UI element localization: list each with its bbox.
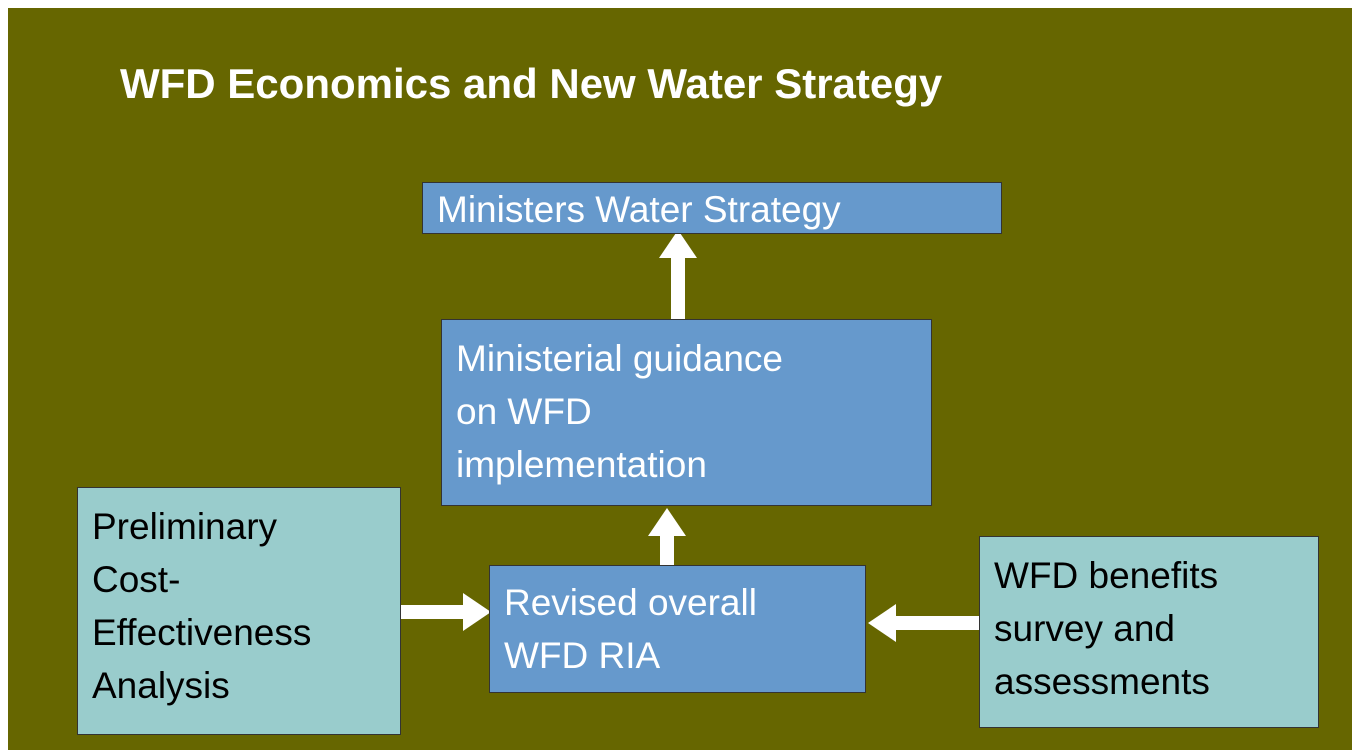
arrows bbox=[401, 230, 980, 642]
node: Ministers Water Strategy bbox=[422, 182, 1002, 234]
node-line: on WFD bbox=[456, 391, 592, 432]
node-line: assessments bbox=[994, 661, 1210, 702]
node-line: Analysis bbox=[92, 665, 230, 706]
node-line: WFD benefits bbox=[994, 555, 1219, 596]
node: Preliminary Cost- Effectiveness Analysis bbox=[77, 487, 401, 735]
node-line: WFD RIA bbox=[504, 635, 661, 676]
node-line: survey and bbox=[994, 608, 1175, 649]
node-line: Cost- bbox=[92, 559, 181, 600]
node: Revised overall WFD RIA bbox=[489, 565, 866, 693]
node-line: Preliminary bbox=[92, 506, 278, 547]
node-line: Effectiveness bbox=[92, 612, 312, 653]
arrow-shaft bbox=[401, 605, 465, 619]
arrow-shaft bbox=[660, 534, 674, 568]
arrow-shaft bbox=[894, 616, 980, 630]
arrow-head bbox=[659, 230, 697, 258]
arrow-shaft bbox=[671, 256, 685, 322]
node-line: Ministerial guidance bbox=[456, 338, 784, 379]
arrow-head bbox=[648, 508, 686, 536]
node-line: Revised overall bbox=[504, 582, 757, 623]
node-line: Ministers Water Strategy bbox=[437, 189, 841, 230]
node: WFD benefits survey and assessments bbox=[979, 536, 1319, 728]
arrow-head bbox=[868, 604, 896, 642]
title: WFD Economics and New Water Strategy bbox=[120, 60, 943, 107]
node: Ministerial guidance on WFD implementation bbox=[441, 319, 932, 506]
slide: WFD Economics and New Water Strategy Min… bbox=[8, 8, 1352, 750]
arrow-head bbox=[463, 593, 491, 631]
node-line: implementation bbox=[456, 444, 707, 485]
